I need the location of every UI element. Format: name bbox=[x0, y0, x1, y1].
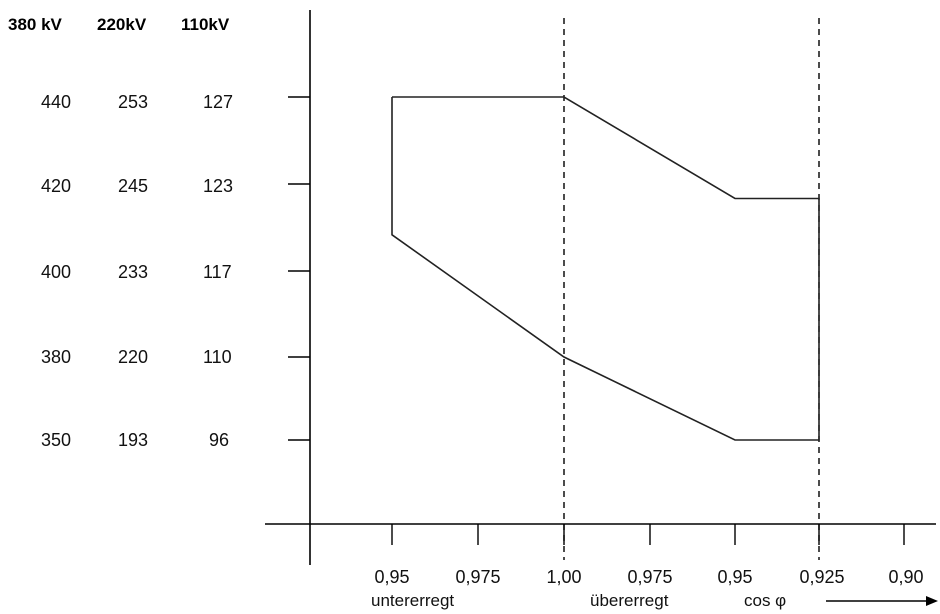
v220-row-1: 245 bbox=[118, 176, 148, 196]
v110-row-0: 127 bbox=[203, 92, 233, 112]
x-axis-title: cos φ bbox=[744, 591, 786, 610]
v380-row-2: 400 bbox=[41, 262, 71, 282]
column-header-110kv: 110kV bbox=[181, 15, 230, 34]
x-label-0: 0,95 bbox=[374, 567, 409, 587]
v110-row-3: 110 bbox=[203, 347, 232, 367]
v110-row-4: 96 bbox=[209, 430, 229, 450]
x-label-5: 0,925 bbox=[799, 567, 844, 587]
column-header-220kv: 220kV bbox=[97, 15, 147, 34]
region-label-uebererregt: übererregt bbox=[590, 591, 669, 610]
x-ticks bbox=[391, 524, 905, 545]
x-label-4: 0,95 bbox=[717, 567, 752, 587]
v380-row-1: 420 bbox=[41, 176, 71, 196]
v220-row-3: 220 bbox=[118, 347, 148, 367]
v220-row-4: 193 bbox=[118, 430, 148, 450]
x-label-3: 0,975 bbox=[627, 567, 672, 587]
arrow-right-icon bbox=[826, 596, 938, 606]
v380-row-4: 350 bbox=[41, 430, 71, 450]
voltage-table: 440 420 400 380 350 253 245 233 220 193 … bbox=[41, 92, 233, 450]
x-label-2: 1,00 bbox=[546, 567, 581, 587]
v110-row-2: 117 bbox=[203, 262, 232, 282]
v380-row-3: 380 bbox=[41, 347, 71, 367]
v380-row-0: 440 bbox=[41, 92, 71, 112]
y-ticks bbox=[288, 96, 310, 441]
v110-row-1: 123 bbox=[203, 176, 233, 196]
v220-row-2: 233 bbox=[118, 262, 148, 282]
x-label-1: 0,975 bbox=[455, 567, 500, 587]
operating-region-boundary bbox=[391, 96, 820, 441]
region-label-untererregt: untererregt bbox=[371, 591, 454, 610]
v220-row-0: 253 bbox=[118, 92, 148, 112]
x-tick-labels: 0,95 0,975 1,00 0,975 0,95 0,925 0,90 bbox=[374, 567, 923, 587]
column-header-380kv: 380 kV bbox=[8, 15, 63, 34]
x-label-6: 0,90 bbox=[888, 567, 923, 587]
